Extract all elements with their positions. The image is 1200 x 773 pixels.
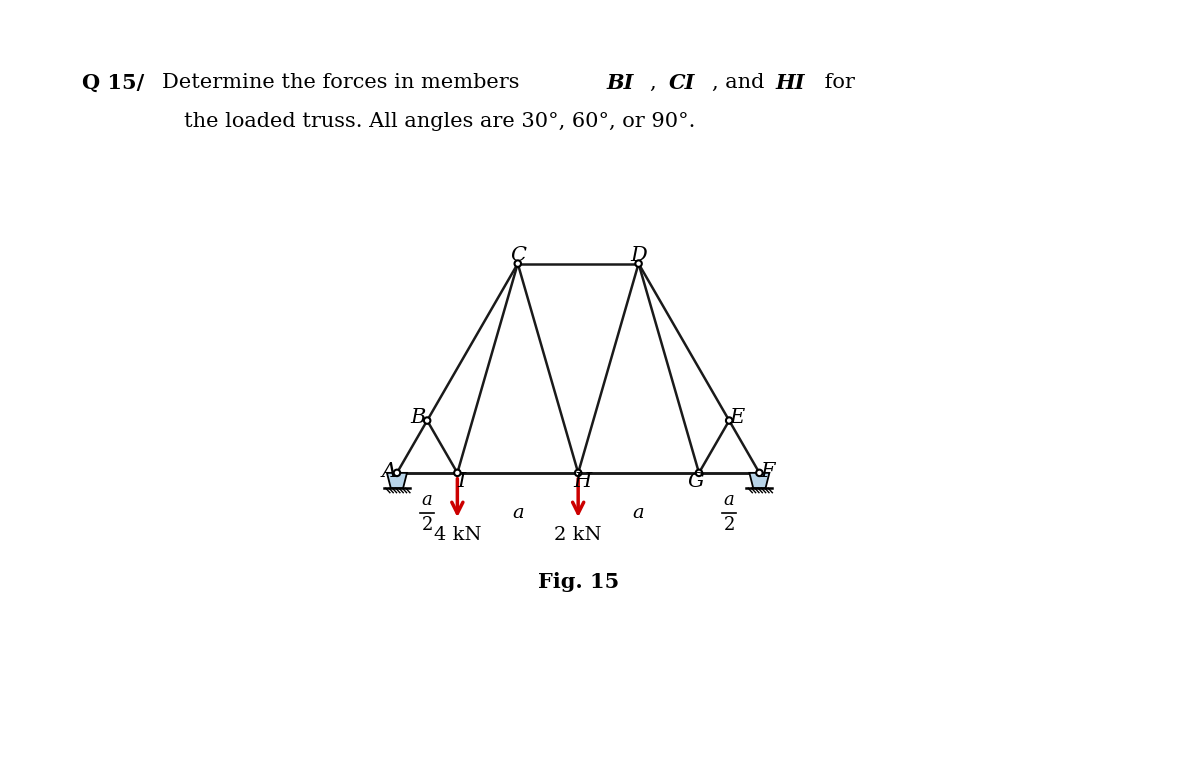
Text: Fig. 15: Fig. 15 [538, 571, 619, 591]
Text: Determine the forces in members: Determine the forces in members [162, 73, 526, 92]
Text: D: D [630, 247, 647, 265]
Text: a: a [512, 504, 523, 522]
Circle shape [575, 470, 582, 476]
Text: A: A [382, 461, 396, 481]
Text: 2 kN: 2 kN [554, 526, 602, 544]
Text: the loaded truss. All angles are 30°, 60°, or 90°.: the loaded truss. All angles are 30°, 60… [184, 112, 695, 131]
Text: I: I [457, 472, 466, 491]
Text: E: E [730, 408, 744, 427]
Circle shape [394, 470, 400, 476]
Text: 2: 2 [724, 516, 734, 534]
Text: HI: HI [775, 73, 805, 93]
Text: F: F [761, 461, 775, 481]
Text: a: a [724, 492, 734, 509]
Text: a: a [421, 492, 432, 509]
Circle shape [454, 470, 461, 476]
Circle shape [424, 417, 431, 424]
Text: B: B [410, 407, 426, 427]
Text: for: for [818, 73, 856, 92]
Circle shape [756, 470, 763, 476]
Text: G: G [688, 472, 703, 491]
Text: Q 15/: Q 15/ [82, 73, 151, 93]
Text: ,: , [650, 73, 664, 92]
Text: C: C [510, 247, 526, 265]
Text: 2: 2 [421, 516, 433, 534]
Circle shape [696, 470, 702, 476]
Text: BI: BI [606, 73, 634, 93]
Polygon shape [386, 473, 407, 489]
Text: H: H [574, 472, 592, 491]
Text: 4 kN: 4 kN [433, 526, 481, 544]
Text: a: a [632, 504, 644, 522]
Circle shape [515, 261, 521, 267]
Circle shape [635, 261, 642, 267]
Circle shape [726, 417, 732, 424]
Text: CI: CI [668, 73, 695, 93]
Text: , and: , and [712, 73, 770, 92]
Polygon shape [749, 473, 769, 489]
